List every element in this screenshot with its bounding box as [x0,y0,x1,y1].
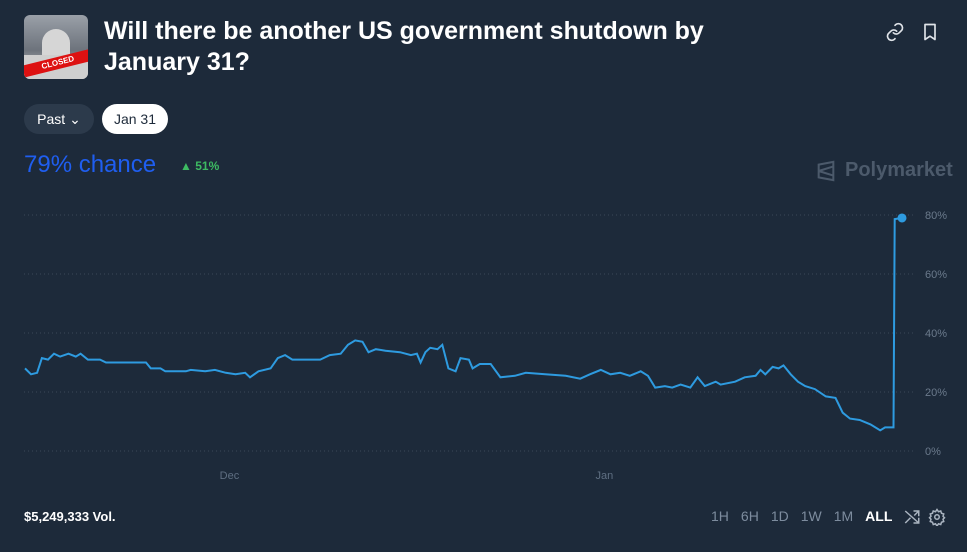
past-dropdown[interactable]: Past ⌄ [24,104,94,134]
delta-value: 51% [195,159,220,173]
chevron-down-icon: ⌄ [69,111,81,127]
volume: $5,249,333 Vol. [24,509,116,524]
price-chart[interactable]: 0% 20% 40% 60% 80% Dec Jan [0,195,967,490]
up-triangle-icon: ▲ [180,159,192,173]
x-tick-label: Dec [220,470,240,482]
range-1w[interactable]: 1W [800,508,822,524]
shuffle-icon[interactable] [903,508,921,526]
brand-name: Polymarket [845,159,953,181]
range-1d[interactable]: 1D [770,508,789,524]
chance-value: 79% chance [24,151,157,178]
y-tick-label: 60% [925,269,947,281]
time-range-tabs: 1H 6H 1D 1W 1M ALL [711,508,892,524]
range-1h[interactable]: 1H [711,508,729,524]
polymarket-logo: Polymarket [815,159,953,182]
range-all[interactable]: ALL [865,508,893,524]
link-icon[interactable] [885,22,905,42]
polymarket-icon [817,160,835,181]
chance-delta: ▲ 51% [180,159,219,173]
capitol-dome [42,29,70,55]
date-option-jan-31[interactable]: Jan 31 [102,104,168,134]
bookmark-icon[interactable] [920,22,940,42]
past-label: Past [37,111,66,127]
range-6h[interactable]: 6H [740,508,759,524]
last-point [897,213,907,223]
range-1m[interactable]: 1M [833,508,854,524]
y-tick-label: 40% [925,328,947,340]
x-tick-label: Jan [596,470,614,482]
y-tick-label: 20% [925,387,947,399]
market-thumbnail: CLOSED [24,15,88,79]
settings-gear-icon[interactable] [928,508,946,528]
market-title: Will there be another US government shut… [104,17,704,76]
y-tick-label: 80% [925,210,947,222]
series-line [24,216,903,432]
y-tick-label: 0% [925,446,941,458]
